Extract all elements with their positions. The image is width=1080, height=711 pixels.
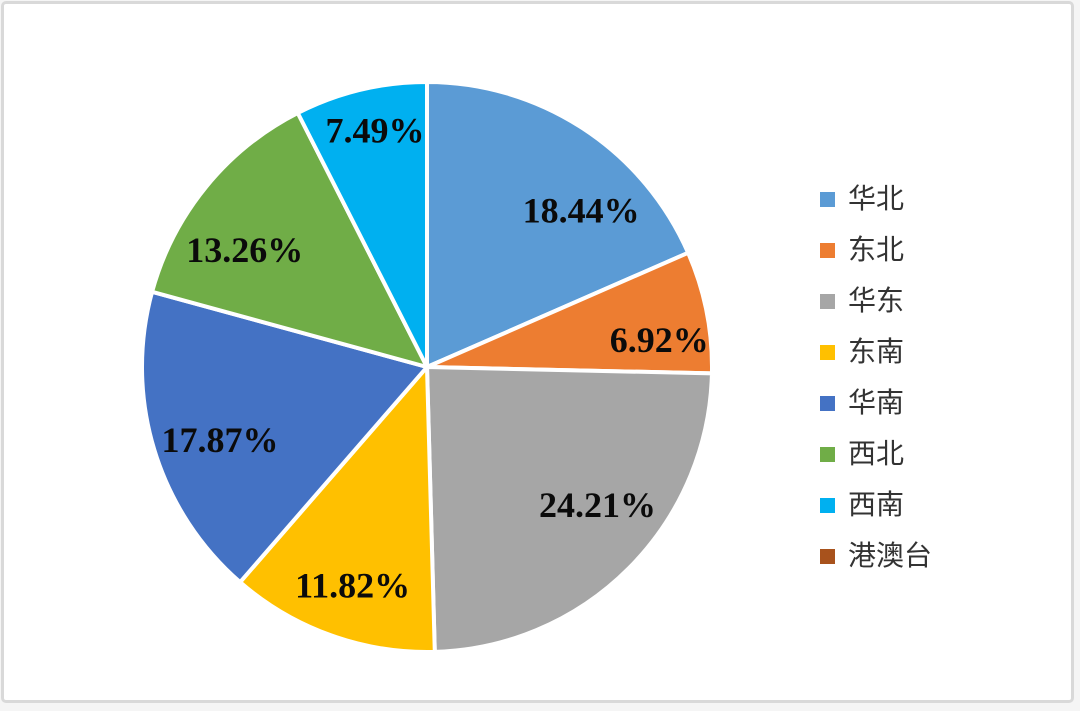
legend-label-xinan: 西南 (848, 489, 905, 520)
legend-label-dongnan: 东南 (848, 336, 905, 367)
legend-swatch-gangaotai (820, 548, 835, 564)
pie-slice-label-xinan: 7.49% (326, 110, 425, 150)
pie-slice-huanan (140, 289, 429, 585)
legend-item-huanan: 华南 (820, 384, 932, 422)
pie-slice-dongnan (238, 365, 437, 654)
legend-item-xibei: 西北 (820, 435, 932, 473)
pie-slice-huabei (425, 80, 691, 369)
legend-label-gangaotai: 港澳台 (848, 540, 933, 571)
legend-label-huadong: 华东 (848, 285, 905, 316)
legend-swatch-huanan (820, 395, 835, 411)
pie-slice-label-dongbei: 6.92% (610, 320, 709, 360)
pie-slice-dongbei (425, 250, 714, 376)
legend-swatch-xibei (820, 446, 835, 462)
legend-item-xinan: 西南 (820, 486, 932, 524)
legend: 华北东北华东东南华南西北西南港澳台 (820, 180, 932, 575)
pie-slice-xinan (295, 80, 429, 369)
legend-label-huanan: 华南 (848, 387, 905, 418)
legend-label-dongbei: 东北 (848, 234, 905, 265)
legend-item-gangaotai: 港澳台 (820, 537, 932, 575)
legend-item-huabei: 华北 (820, 180, 932, 218)
legend-swatch-dongnan (820, 344, 835, 360)
legend-label-huabei: 华北 (848, 183, 905, 214)
pie-slice-huadong (425, 365, 714, 654)
legend-label-xibei: 西北 (848, 438, 905, 469)
legend-swatch-huadong (820, 293, 835, 309)
legend-swatch-xinan (820, 497, 835, 513)
legend-swatch-huabei (820, 191, 835, 207)
pie-slice-label-dongnan: 11.82% (295, 566, 410, 606)
pie-slice-label-huadong: 24.21% (539, 485, 656, 525)
legend-item-dongnan: 东南 (820, 333, 932, 371)
legend-item-huadong: 华东 (820, 282, 932, 320)
pie-slice-label-huabei: 18.44% (523, 191, 640, 231)
pie-slice-label-huanan: 17.87% (162, 420, 279, 460)
legend-swatch-dongbei (820, 242, 835, 258)
pie-slice-xibei (150, 110, 429, 369)
pie-slice-label-xibei: 13.26% (186, 230, 303, 270)
legend-item-dongbei: 东北 (820, 231, 932, 269)
